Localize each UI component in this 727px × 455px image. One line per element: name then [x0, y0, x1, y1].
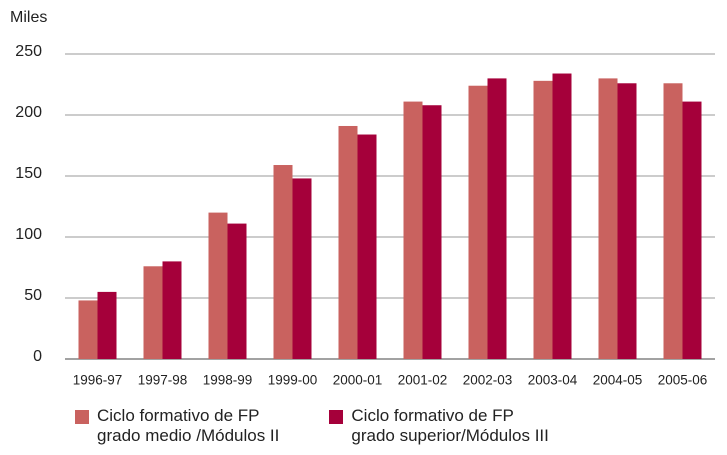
- x-tick-label: 2002-03: [463, 373, 513, 388]
- bar: [162, 261, 182, 359]
- y-tick-label: 0: [33, 348, 42, 365]
- bar: [357, 134, 377, 359]
- x-tick-label: 1997-98: [138, 373, 188, 388]
- bar: [78, 300, 98, 359]
- legend-swatch: [75, 410, 89, 424]
- x-tick-label: 1999-00: [268, 373, 318, 388]
- plot: Miles 0 50 100 150 200 250 1996-97 1997-98 1998-…: [10, 9, 715, 388]
- bar: [682, 101, 702, 359]
- x-tick-label: 2001-02: [398, 373, 448, 388]
- x-tick-label: 2003-04: [528, 373, 578, 388]
- legend-item: Ciclo formativo de FP grado medio /Módul…: [75, 406, 279, 446]
- bar: [533, 80, 553, 359]
- y-tick-label: 250: [15, 43, 42, 60]
- x-tick-label: 2000-01: [333, 373, 383, 388]
- bar: [403, 101, 423, 359]
- bar: [208, 212, 228, 359]
- x-tick-label: 1996-97: [73, 373, 123, 388]
- y-tick-label: 200: [15, 104, 42, 121]
- x-tick-label: 2005-06: [658, 373, 708, 388]
- bar: [552, 73, 572, 360]
- bar: [97, 291, 117, 359]
- bar: [468, 85, 488, 359]
- legend-label: Ciclo formativo de FP grado medio /Módul…: [97, 406, 280, 445]
- bar: [273, 165, 293, 359]
- y-tick-label: 150: [15, 165, 42, 182]
- bar: [487, 78, 507, 360]
- legend-item: Ciclo formativo de FP grado superior/Mód…: [329, 406, 549, 446]
- y-axis-label: Miles: [10, 9, 47, 26]
- legend: Ciclo formativo de FP grado medio /Módul…: [75, 406, 549, 446]
- bar: [143, 266, 163, 359]
- x-tick-label: 2004-05: [593, 373, 643, 388]
- bar: [617, 83, 637, 359]
- bar: [598, 78, 618, 360]
- y-tick-label: 50: [24, 287, 42, 304]
- x-tick-label: 1998-99: [203, 373, 253, 388]
- bar: [422, 105, 442, 360]
- bar: [663, 83, 683, 359]
- legend-swatch: [329, 410, 344, 424]
- legend-label: Ciclo formativo de FP grado superior/Mód…: [351, 406, 549, 445]
- bar: [292, 178, 312, 359]
- bar: [338, 125, 358, 359]
- bar: [227, 223, 247, 359]
- y-tick-label: 100: [15, 226, 42, 243]
